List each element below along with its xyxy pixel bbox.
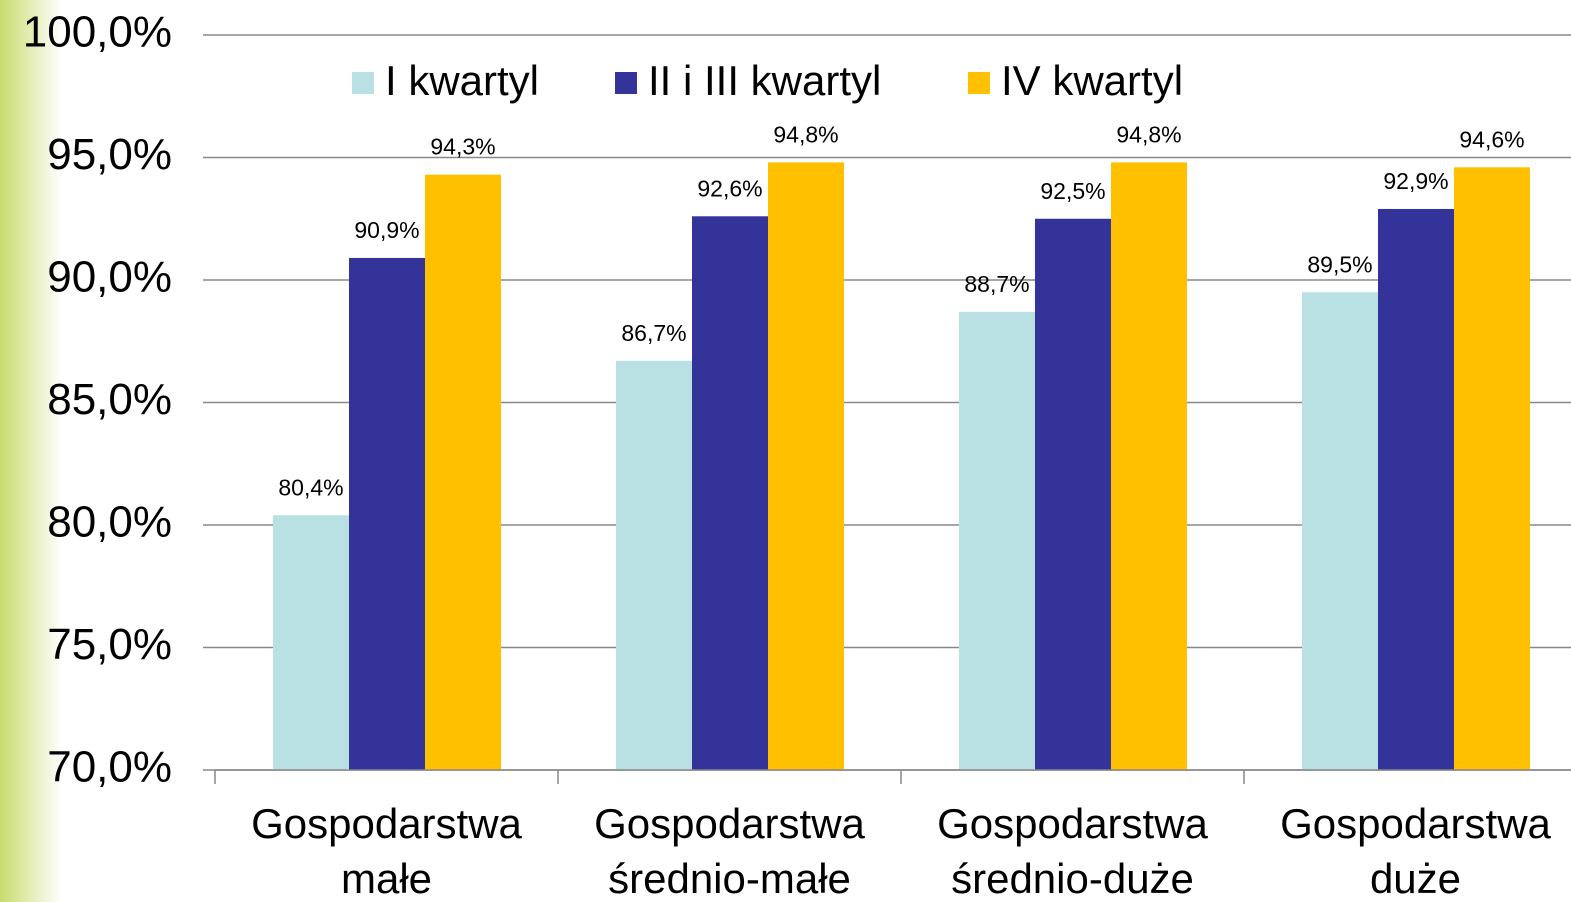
- bar: [768, 162, 844, 770]
- value-label: 80,4%: [278, 474, 343, 500]
- legend-swatch: [968, 72, 990, 94]
- bar: [1035, 218, 1111, 770]
- y-tick-label: 95,0%: [47, 130, 172, 179]
- y-tick-label: 70,0%: [47, 743, 172, 792]
- y-tick-label: 100,0%: [23, 8, 172, 57]
- bar: [1378, 208, 1454, 770]
- bar: [425, 174, 501, 770]
- bar: [1111, 162, 1187, 770]
- x-tick-label: Gospodarstwa: [937, 800, 1208, 847]
- x-tick-label: średnio-małe: [608, 855, 851, 902]
- x-tick-label: Gospodarstwa: [251, 800, 522, 847]
- legend-label: II i III kwartyl: [648, 57, 881, 104]
- y-tick-label: 75,0%: [47, 620, 172, 669]
- value-label: 88,7%: [964, 271, 1029, 297]
- bar: [1302, 292, 1378, 770]
- x-tick-label: Gospodarstwa: [1280, 800, 1551, 847]
- value-label: 92,6%: [697, 175, 762, 201]
- value-label: 94,6%: [1459, 126, 1524, 152]
- value-label: 94,8%: [773, 121, 838, 147]
- x-tick-label: duże: [1370, 855, 1461, 902]
- bar: [349, 257, 425, 770]
- y-tick-label: 85,0%: [47, 375, 172, 424]
- side-strip: [0, 0, 62, 902]
- legend-swatch: [352, 72, 374, 94]
- value-label: 89,5%: [1307, 251, 1372, 277]
- x-tick-label: średnio-duże: [951, 855, 1194, 902]
- bar: [616, 360, 692, 770]
- value-label: 92,9%: [1383, 168, 1448, 194]
- x-tick-label: małe: [341, 855, 432, 902]
- bar: [959, 311, 1035, 770]
- bar: [273, 515, 349, 770]
- bar: [1454, 167, 1530, 771]
- legend-label: IV kwartyl: [1001, 57, 1183, 104]
- y-tick-label: 90,0%: [47, 253, 172, 302]
- value-label: 86,7%: [621, 320, 686, 346]
- value-label: 92,5%: [1040, 178, 1105, 204]
- value-label: 94,3%: [430, 134, 495, 160]
- bar: [692, 216, 768, 771]
- y-tick-label: 80,0%: [47, 498, 172, 547]
- x-tick-label: Gospodarstwa: [594, 800, 865, 847]
- value-label: 94,8%: [1116, 121, 1181, 147]
- legend-label: I kwartyl: [385, 57, 539, 104]
- value-label: 90,9%: [354, 217, 419, 243]
- legend-swatch: [615, 72, 637, 94]
